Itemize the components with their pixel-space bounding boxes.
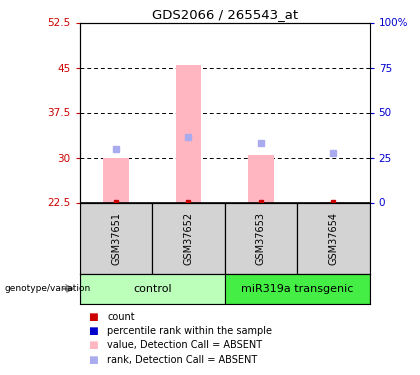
Bar — [152, 202, 225, 274]
Bar — [103, 158, 129, 203]
Bar — [80, 274, 225, 304]
Text: ■: ■ — [88, 355, 98, 364]
Text: ■: ■ — [88, 326, 98, 336]
Text: genotype/variation: genotype/variation — [4, 284, 90, 293]
Text: ■: ■ — [88, 340, 98, 350]
Bar — [225, 202, 297, 274]
Text: percentile rank within the sample: percentile rank within the sample — [107, 326, 272, 336]
Bar — [176, 64, 201, 203]
Text: value, Detection Call = ABSENT: value, Detection Call = ABSENT — [107, 340, 262, 350]
Bar — [225, 274, 370, 304]
Text: miR319a transgenic: miR319a transgenic — [241, 284, 353, 294]
Bar — [80, 202, 152, 274]
Text: GSM37654: GSM37654 — [328, 211, 339, 265]
Bar — [248, 154, 273, 203]
Text: control: control — [133, 284, 171, 294]
Text: GSM37651: GSM37651 — [111, 211, 121, 265]
Text: GSM37652: GSM37652 — [184, 211, 194, 265]
Title: GDS2066 / 265543_at: GDS2066 / 265543_at — [152, 8, 298, 21]
Text: rank, Detection Call = ABSENT: rank, Detection Call = ABSENT — [107, 355, 257, 364]
Text: ■: ■ — [88, 312, 98, 322]
Bar — [297, 202, 370, 274]
Text: count: count — [107, 312, 135, 322]
Text: GSM37653: GSM37653 — [256, 211, 266, 265]
